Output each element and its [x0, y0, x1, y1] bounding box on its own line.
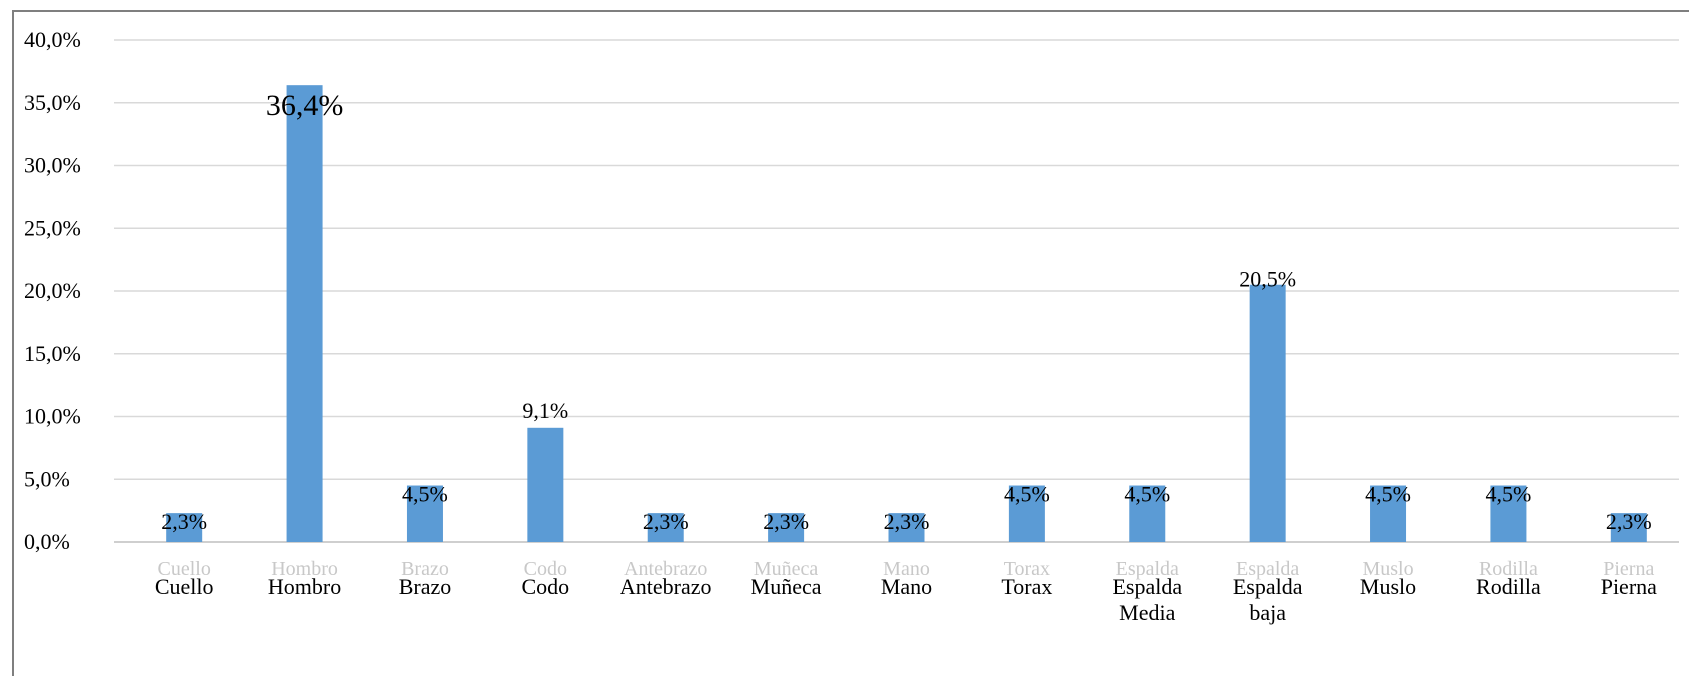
ghost-category-label: Cuello [158, 558, 211, 580]
y-tick-label: 35,0% [24, 90, 81, 115]
category-label: Espalda baja [1233, 574, 1303, 625]
data-label: 2,3% [1606, 509, 1652, 534]
data-label: 4,5% [1124, 482, 1170, 507]
bar-0 [166, 513, 203, 542]
ghost-category-label: Antebrazo [624, 558, 707, 580]
ghost-category-label: Codo [524, 558, 567, 580]
data-label: 2,3% [161, 509, 207, 534]
y-axis-ticks: 0,0% 5,0% 10,0% 15,0% 20,0% 25,0% 30,0% 35,0% 40… [24, 27, 81, 554]
ghost-category-label: Espalda [1116, 558, 1179, 580]
bar-2 [406, 485, 443, 542]
category-label: Cuello [155, 574, 214, 599]
data-label: 36,4% [266, 89, 344, 122]
ghost-category-label: Torax [1004, 558, 1050, 580]
data-label: 4,5% [1486, 482, 1532, 507]
y-tick-label: 30,0% [24, 153, 81, 178]
y-tick-label: 25,0% [24, 215, 81, 240]
data-label: 9,1% [522, 398, 568, 423]
bar-11 [1490, 485, 1527, 542]
bar-3 [527, 427, 564, 542]
category-label: Muñeca [751, 574, 822, 599]
data-label: 4,5% [1365, 482, 1411, 507]
bar-5 [768, 513, 805, 542]
category-label: Rodilla [1476, 574, 1541, 599]
bar-6 [888, 513, 925, 542]
category-label: Torax [1001, 574, 1052, 599]
category-label: Mano [881, 574, 932, 599]
bar-7 [1008, 485, 1045, 542]
category-label: Antebrazo [620, 574, 712, 599]
data-label: 4,5% [1004, 482, 1050, 507]
category-label: Pierna [1601, 574, 1657, 599]
y-tick-label: 15,0% [24, 341, 81, 366]
data-label: 4,5% [402, 482, 448, 507]
y-tick-label: 5,0% [24, 466, 70, 491]
bar-10 [1370, 485, 1407, 542]
data-label: 2,3% [643, 509, 689, 534]
bar-chart: 0,0% 5,0% 10,0% 15,0% 20,0% 25,0% 30,0% 35,0% 40… [24, 27, 1679, 625]
category-label: Brazo [399, 574, 452, 599]
data-label: 2,3% [884, 509, 930, 534]
bar-12 [1610, 513, 1647, 542]
y-tick-label: 10,0% [24, 404, 81, 429]
bar-4 [647, 513, 684, 542]
data-label: 2,3% [763, 509, 809, 534]
category-label: Codo [522, 574, 570, 599]
y-tick-label: 0,0% [24, 529, 70, 554]
ghost-category-label: Pierna [1603, 558, 1654, 580]
bar-8 [1129, 485, 1166, 542]
ghost-category-label: Espalda [1236, 558, 1299, 580]
y-tick-label: 20,0% [24, 278, 81, 303]
data-labels: 2,3% 36,4% 4,5% 9,1% 2,3% 2,3% 2,3% 4,5% 4,5% 20,… [161, 89, 1651, 534]
ghost-category-label: Hombro [271, 558, 338, 580]
category-label: Espalda Media [1112, 574, 1182, 625]
ghost-category-label: Brazo [401, 558, 449, 580]
ghost-category-label: Muslo [1362, 558, 1413, 580]
category-label: Hombro [268, 574, 341, 599]
y-tick-label: 40,0% [24, 27, 81, 52]
ghost-category-label: Mano [883, 558, 930, 580]
category-label: Muslo [1360, 574, 1416, 599]
bars [166, 85, 1647, 543]
gridlines [114, 39, 1679, 543]
ghost-category-label: Muñeca [754, 558, 819, 580]
chart-frame: 0,0% 5,0% 10,0% 15,0% 20,0% 25,0% 30,0% 35,0% 40… [12, 10, 1689, 676]
data-label: 20,5% [1239, 267, 1296, 292]
ghost-category-label: Rodilla [1479, 558, 1538, 580]
bar-1 [286, 85, 323, 543]
bar-9 [1249, 284, 1286, 542]
